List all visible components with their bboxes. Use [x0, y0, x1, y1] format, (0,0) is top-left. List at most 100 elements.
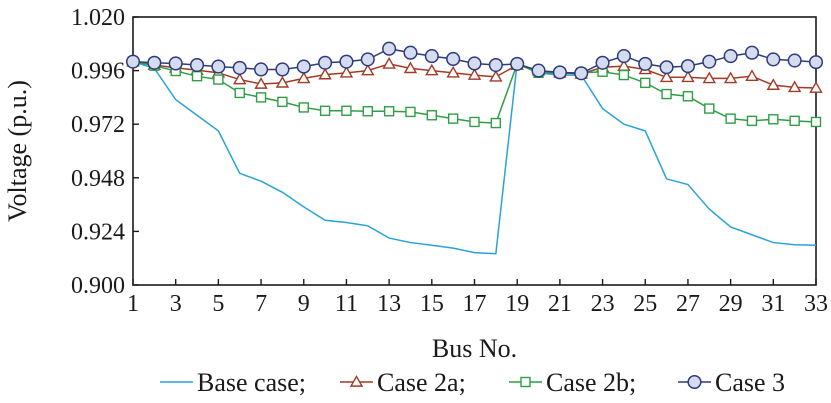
data-point-case-2b: [810, 116, 822, 128]
data-point-case-2b: [618, 69, 630, 81]
x-axis-title: Bus No.: [432, 334, 517, 363]
x-tick-label: 17: [463, 291, 487, 317]
data-point-case-3: [808, 55, 824, 70]
data-point-case-2b: [405, 106, 416, 118]
x-tick-label: 3: [170, 291, 182, 317]
y-tick-label: 0.924: [71, 219, 125, 245]
data-point-case-2b: [768, 114, 779, 125]
data-point-case-3: [766, 52, 781, 67]
data-point-case-2a: [723, 71, 738, 84]
x-tick-label: 1: [127, 291, 139, 317]
data-point-case-3: [744, 45, 760, 60]
x-tick-label: 33: [804, 291, 828, 317]
data-point-case-2a: [318, 67, 332, 80]
legend-label-case-3: Case 3: [715, 368, 785, 397]
x-tick-label: 31: [761, 291, 785, 317]
data-point-case-2a: [403, 61, 418, 74]
data-point-case-3: [510, 56, 525, 71]
x-tick-label: 11: [335, 291, 358, 317]
legend: Base case; Case 2a; Case 2b; Case 3: [160, 368, 785, 397]
data-point-case-2b: [661, 88, 672, 100]
axes: 1 3 5 7 9 11 13 15 17 19 21 23 25 27 29 31 330.9000.9240…: [71, 5, 828, 317]
data-point-case-2a: [339, 65, 354, 78]
data-point-case-2b: [746, 115, 758, 127]
data-point-case-2b: [234, 87, 245, 99]
data-point-case-3: [382, 41, 397, 56]
data-point-case-3: [147, 55, 162, 70]
data-point-case-2a: [766, 78, 781, 90]
data-point-case-3: [680, 59, 695, 74]
data-point-case-3: [339, 54, 354, 69]
data-point-case-3: [616, 49, 631, 64]
data-point-case-3: [702, 54, 717, 69]
data-point-case-2b: [704, 103, 715, 114]
data-point-case-2b: [383, 106, 395, 117]
y-tick-label: 0.948: [71, 166, 125, 192]
data-point-case-3: [723, 49, 738, 64]
legend-label-case-2b: Case 2b;: [546, 368, 636, 397]
data-point-case-2a: [787, 80, 802, 93]
data-point-case-2b: [426, 110, 438, 121]
data-point-case-2a: [809, 81, 823, 93]
legend-item-case-3: Case 3: [678, 368, 785, 397]
data-point-case-2a: [467, 68, 482, 80]
data-point-case-2b: [682, 91, 694, 102]
data-point-case-3: [659, 60, 674, 75]
series-case-3: [125, 41, 824, 81]
data-point-case-2b: [191, 70, 203, 82]
data-point-case-3: [574, 66, 589, 81]
data-point-case-3: [787, 53, 802, 68]
data-point-case-2b: [469, 116, 480, 128]
data-point-case-2b: [255, 92, 267, 103]
x-tick-label: 15: [420, 291, 444, 317]
data-point-case-2b: [490, 117, 502, 129]
y-tick-label: 0.996: [71, 59, 125, 85]
data-point-case-2b: [341, 105, 352, 117]
data-point-case-2a: [446, 65, 460, 78]
x-tick-label: 9: [298, 291, 310, 317]
x-tick-label: 25: [633, 291, 657, 317]
data-point-case-2a: [382, 56, 396, 69]
data-point-case-3: [424, 49, 439, 64]
legend-marker-case-2b: [520, 376, 531, 388]
data-point-case-2a: [659, 70, 674, 83]
data-point-case-2b: [640, 77, 651, 89]
legend-marker-case-3: [687, 374, 702, 390]
data-point-case-3: [296, 59, 311, 74]
data-point-case-2b: [213, 74, 224, 85]
data-point-case-2b: [298, 102, 309, 113]
data-point-case-2a: [233, 72, 247, 85]
legend-item-case-2a: Case 2a;: [340, 368, 466, 397]
data-point-case-2a: [275, 75, 290, 88]
x-tick-label: 21: [548, 291, 572, 317]
series-line-base-case: [132, 60, 817, 255]
series-base-case: [132, 60, 817, 255]
data-point-case-3: [275, 62, 290, 77]
x-tick-label: 27: [676, 291, 700, 317]
x-tick-label: 5: [212, 291, 224, 317]
data-point-case-2b: [789, 115, 800, 127]
data-point-case-3: [403, 45, 418, 60]
data-point-case-2b: [447, 113, 459, 124]
x-tick-label: 19: [505, 291, 529, 317]
legend-marker-case-2a: [349, 375, 364, 387]
data-point-case-2b: [725, 113, 736, 124]
data-point-case-3: [125, 54, 141, 69]
plot-area: [125, 41, 824, 255]
data-point-case-2a: [254, 77, 268, 89]
data-point-case-2a: [745, 69, 759, 82]
data-point-case-3: [232, 60, 247, 75]
data-point-case-3: [467, 56, 482, 71]
legend-item-case-2b: Case 2b;: [509, 368, 636, 397]
data-point-case-3: [189, 57, 205, 73]
data-point-case-3: [552, 65, 567, 80]
data-point-case-2b: [319, 105, 331, 117]
y-tick-label: 0.972: [71, 112, 125, 138]
legend-label-case-2a: Case 2a;: [377, 368, 466, 397]
data-point-case-3: [531, 63, 546, 78]
data-point-case-2a: [425, 63, 439, 76]
legend-item-base-case: Base case;: [160, 368, 306, 397]
legend-label-base-case: Base case;: [197, 368, 306, 397]
data-point-case-2a: [297, 71, 311, 84]
